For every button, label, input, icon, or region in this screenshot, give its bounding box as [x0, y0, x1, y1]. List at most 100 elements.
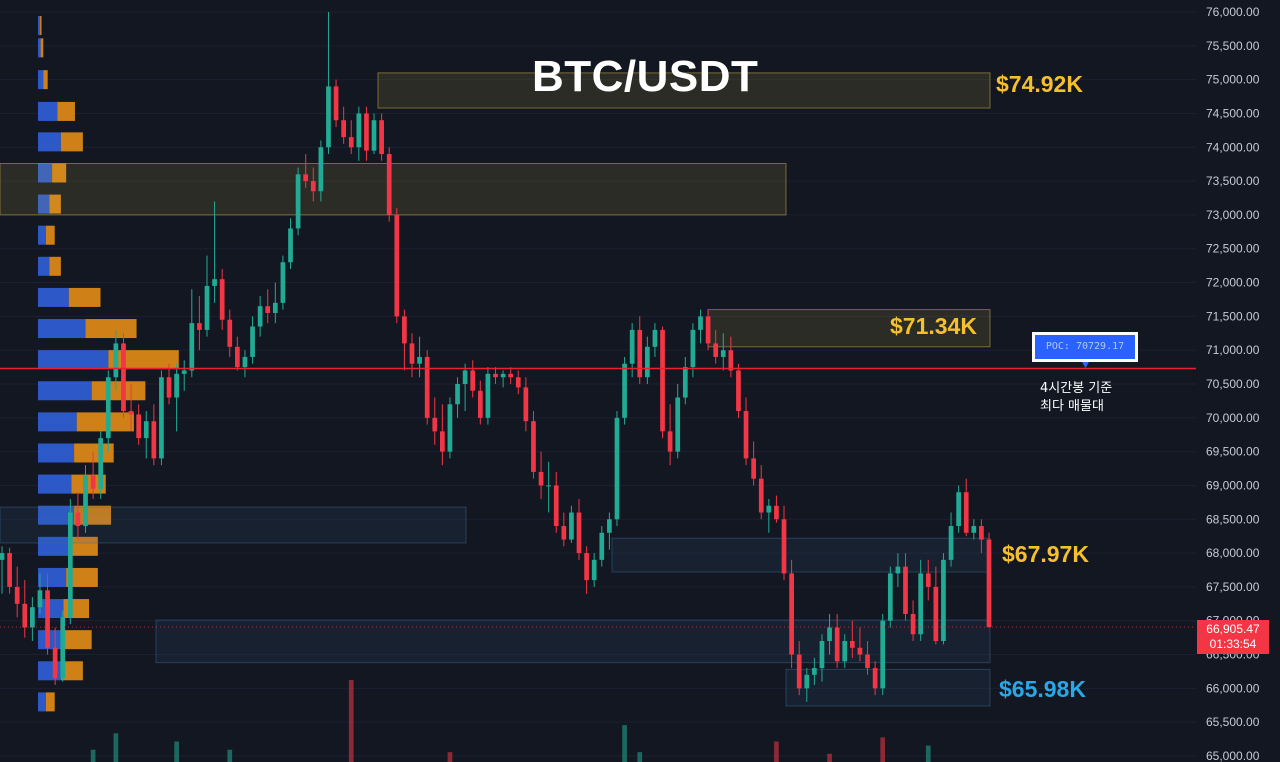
- current-price-tag: 66,905.47 01:33:54: [1197, 620, 1269, 654]
- profile-buy-bar: [38, 16, 40, 36]
- candle-body: [113, 343, 119, 378]
- candle-body: [379, 120, 384, 155]
- volume-bar: [90, 749, 96, 762]
- profile-sell-bar: [49, 256, 61, 276]
- candle-body: [591, 559, 597, 581]
- y-tick-label: 68,000.00: [1206, 546, 1260, 560]
- candle-body: [781, 519, 787, 574]
- candle-body: [212, 279, 217, 286]
- profile-buy-bar: [38, 101, 58, 121]
- candle-body: [227, 319, 233, 347]
- profile-buy-bar: [38, 225, 46, 245]
- candle-body: [143, 421, 149, 439]
- candle-body: [538, 471, 544, 486]
- y-tick-label: 70,000.00: [1206, 411, 1260, 425]
- candle-body: [834, 627, 840, 662]
- candle-body: [865, 654, 870, 669]
- profile-buy-bar: [38, 319, 86, 339]
- profile-buy-bar: [38, 38, 41, 58]
- profile-sell-bar: [68, 287, 101, 307]
- y-tick-label: 65,000.00: [1206, 749, 1260, 762]
- candle-body: [682, 367, 688, 398]
- profile-buy-bar: [38, 505, 75, 525]
- poc-label: POC: 70729.17: [1045, 341, 1125, 352]
- candle-body: [166, 377, 172, 398]
- candle-body: [531, 421, 536, 472]
- candle-body: [159, 377, 164, 459]
- volume-bar: [774, 741, 779, 762]
- candle-body: [455, 384, 460, 405]
- candle-body: [174, 373, 179, 398]
- candle-body: [45, 590, 50, 648]
- candle-body: [204, 285, 210, 330]
- candle-body: [599, 532, 605, 560]
- candle-body: [956, 492, 961, 527]
- candle-body: [493, 373, 498, 378]
- candle-body: [60, 617, 66, 679]
- y-tick-label: 65,500.00: [1206, 715, 1260, 729]
- candle-body: [288, 228, 293, 263]
- candle-body: [265, 306, 271, 313]
- candle-body: [720, 350, 726, 357]
- price-zones: [0, 72, 991, 707]
- profile-sell-bar: [60, 661, 83, 681]
- candle-body: [67, 512, 73, 618]
- level-label-74-92k: $74.92K: [996, 71, 1083, 98]
- profile-sell-bar: [108, 350, 179, 370]
- candle-body: [295, 174, 301, 229]
- candle-body: [364, 113, 369, 151]
- profile-sell-bar: [52, 163, 67, 183]
- candle-body: [842, 641, 848, 662]
- chart-title: BTC/USDT: [532, 52, 759, 101]
- candle-body: [462, 370, 468, 384]
- candle-body: [417, 356, 422, 364]
- candle-body: [895, 566, 901, 574]
- candle-body: [105, 377, 111, 439]
- price-zone: [785, 668, 991, 707]
- y-tick-label: 69,500.00: [1206, 445, 1260, 459]
- candle-body: [136, 414, 142, 439]
- candle-body: [235, 346, 240, 368]
- profile-sell-bar: [76, 412, 134, 432]
- candle-body: [857, 647, 863, 655]
- volume-bar: [925, 745, 931, 762]
- candle-body: [242, 356, 248, 368]
- candle-body: [796, 654, 802, 689]
- candle-body: [963, 492, 969, 533]
- candle-body: [440, 431, 445, 452]
- candle-body: [189, 323, 195, 371]
- candle-body: [561, 526, 567, 540]
- y-tick-label: 71,500.00: [1206, 309, 1260, 323]
- candle-countdown: 01:33:54: [1209, 637, 1257, 651]
- candle-body: [918, 573, 924, 635]
- candle-body: [303, 174, 309, 182]
- y-tick-label: 71,000.00: [1206, 343, 1260, 357]
- candle-body: [698, 316, 703, 330]
- candle-body: [971, 526, 977, 533]
- candle-body: [804, 674, 810, 689]
- candle-body: [333, 86, 339, 121]
- y-tick-label: 67,500.00: [1206, 580, 1260, 594]
- profile-buy-bar: [38, 256, 50, 276]
- candle-body: [7, 553, 12, 587]
- candle-body: [280, 262, 286, 303]
- y-tick-label: 76,000.00: [1206, 5, 1260, 19]
- profile-buy-bar: [38, 412, 77, 432]
- candle-body: [523, 387, 529, 422]
- candle-body: [402, 316, 407, 344]
- profile-sell-bar: [63, 599, 90, 619]
- volume-bar: [174, 741, 179, 762]
- price-zone: [707, 309, 991, 348]
- candle-body: [705, 316, 711, 344]
- level-label-67-97k: $67.97K: [1002, 541, 1089, 568]
- candle-body: [652, 329, 658, 347]
- level-label-65-98k: $65.98K: [999, 675, 1086, 702]
- profile-buy-bar: [38, 350, 109, 370]
- profile-buy-bar: [38, 381, 92, 401]
- candle-body: [394, 214, 400, 317]
- candle-body: [986, 539, 992, 628]
- candle-body: [614, 417, 620, 520]
- candle-body: [508, 373, 514, 378]
- profile-buy-bar: [38, 536, 69, 556]
